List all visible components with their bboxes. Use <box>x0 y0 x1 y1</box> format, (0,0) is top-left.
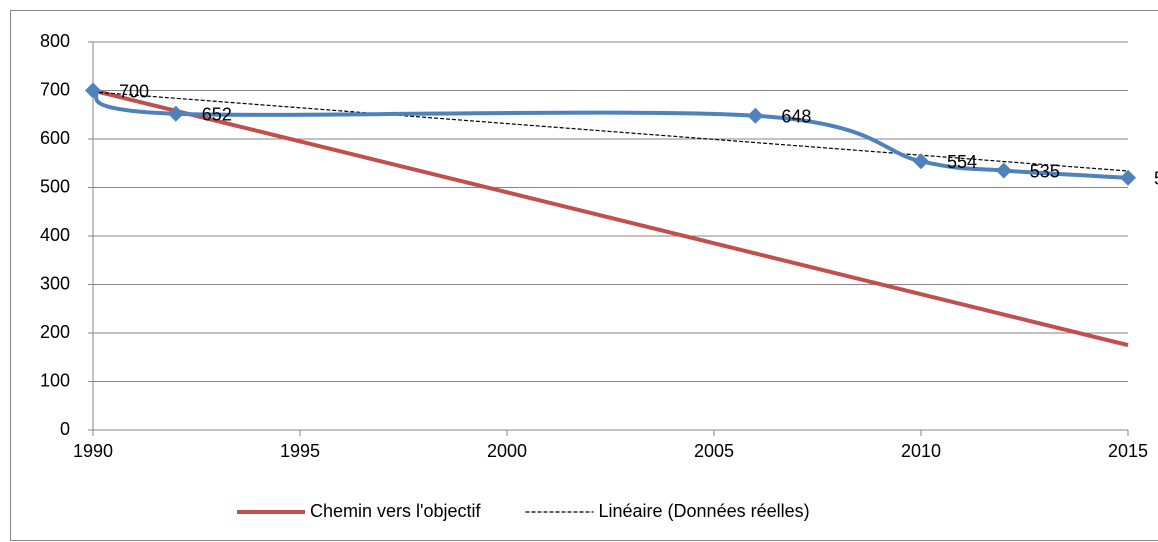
marker <box>913 153 929 170</box>
legend-label: Linéaire (Données réelles) <box>599 501 810 521</box>
series-line <box>92 88 1129 348</box>
x-tick-label: 2000 <box>487 441 527 461</box>
data-label: 700 <box>119 81 149 101</box>
data-label: 652 <box>202 105 232 125</box>
marker <box>85 82 101 99</box>
data-label: 535 <box>1030 161 1060 181</box>
x-tick-label: 1990 <box>73 441 113 461</box>
marker <box>747 107 764 124</box>
marker <box>1120 169 1136 186</box>
x-tick-label: 1995 <box>280 441 320 461</box>
y-tick-label: 800 <box>40 31 70 51</box>
x-tick-label: 2010 <box>901 441 941 461</box>
x-tick-label: 2015 <box>1108 441 1148 461</box>
y-tick-label: 0 <box>60 419 70 439</box>
y-tick-label: 200 <box>40 322 70 342</box>
marker <box>167 105 184 122</box>
data-label: 520 <box>1154 169 1158 189</box>
series-line <box>92 91 1129 172</box>
y-tick-label: 400 <box>40 225 70 245</box>
y-tick-label: 100 <box>40 370 70 390</box>
y-tick-label: 300 <box>40 273 70 293</box>
y-tick-label: 500 <box>40 176 70 196</box>
data-label: 554 <box>947 152 977 172</box>
chart-frame <box>10 10 1158 541</box>
legend-label: Chemin vers l'objectif <box>310 501 481 521</box>
y-tick-label: 600 <box>40 128 70 148</box>
y-tick-label: 700 <box>40 79 70 99</box>
marker <box>995 162 1012 179</box>
x-tick-label: 2005 <box>694 441 734 461</box>
data-label: 648 <box>781 106 811 126</box>
